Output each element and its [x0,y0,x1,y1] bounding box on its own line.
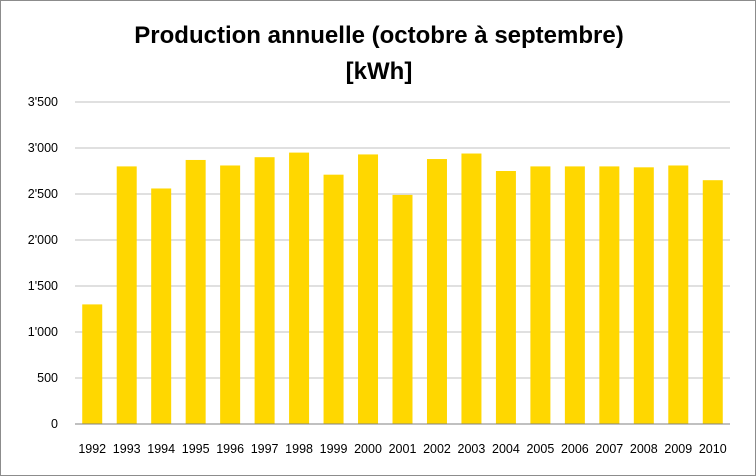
x-tick-label: 1995 [182,442,210,456]
y-axis-ticks: 0 500 1'000 1'500 2'000 2'500 3'000 3'500 [28,95,58,431]
x-tick-label: 2007 [595,442,623,456]
y-tick-label: 1'000 [28,325,58,339]
bar-2009 [668,165,689,425]
x-tick-label: 2003 [458,442,486,456]
bar-2006 [564,166,585,424]
y-tick-label: 3'500 [28,95,58,109]
bars [82,152,723,425]
bar-1997 [254,157,275,424]
x-tick-label: 1992 [78,442,106,456]
chart-title: Production annuelle (octobre à septembre… [134,22,623,49]
x-tick-label: 1993 [113,442,141,456]
x-axis-ticks: 1992 1993 1994 1995 1996 1997 1998 1999 2000 2001… [78,442,726,456]
bar-1995 [185,159,206,424]
x-tick-label: 2004 [492,442,520,456]
y-tick-label: 2'500 [28,187,58,201]
bar-2010 [702,180,723,424]
chart-subtitle: [kWh] [346,58,413,85]
bar-2007 [599,166,620,424]
bar-2003 [461,153,482,424]
x-tick-label: 1999 [320,442,348,456]
bar-1992 [82,304,103,424]
x-tick-label: 2000 [354,442,382,456]
x-tick-label: 2009 [664,442,692,456]
bar-2004 [495,171,516,424]
bar-1993 [116,166,137,424]
x-tick-label: 2010 [699,442,727,456]
y-tick-label: 1'500 [28,279,58,293]
bar-2002 [426,159,447,425]
y-tick-label: 2'000 [28,233,58,247]
y-tick-label: 0 [51,417,58,431]
x-tick-label: 2008 [630,442,658,456]
bar-1999 [323,174,344,424]
bar-1996 [220,165,241,425]
bar-2005 [530,166,551,424]
bar-2000 [358,154,379,424]
bar-1998 [289,152,310,424]
x-tick-label: 2002 [423,442,451,456]
y-tick-label: 500 [37,371,58,385]
x-tick-label: 1996 [216,442,244,456]
x-tick-label: 2005 [526,442,554,456]
x-tick-label: 1994 [147,442,175,456]
bar-1994 [151,188,172,424]
x-tick-label: 2006 [561,442,589,456]
bar-2001 [392,194,413,424]
x-tick-label: 2001 [389,442,417,456]
y-tick-label: 3'000 [28,141,58,155]
x-tick-label: 1997 [251,442,279,456]
x-tick-label: 1998 [285,442,313,456]
bar-2008 [633,167,654,424]
